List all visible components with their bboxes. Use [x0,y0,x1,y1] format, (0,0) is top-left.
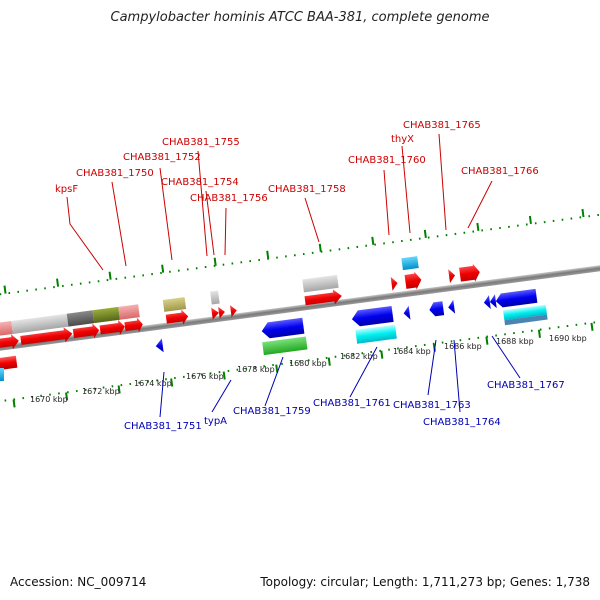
gene-arrow-reverse[interactable] [489,294,497,309]
gene-arrow[interactable] [459,263,481,283]
gene-label[interactable]: CHAB381_1760 [348,155,426,166]
gene-block-pink[interactable] [0,321,13,340]
bottom-leader-lines [159,335,521,418]
gene-block-gray-wide[interactable] [302,274,339,293]
gene-block-salmon[interactable] [118,304,140,320]
gene-label[interactable]: thyX [391,134,414,145]
gene-label[interactable]: CHAB381_1766 [461,166,539,177]
gene-label[interactable]: CHAB381_1759 [233,406,311,417]
gene-label[interactable]: typA [204,416,227,427]
scale-label: 1682 kbp [340,352,378,361]
scale-label: 1674 kbp [134,379,172,388]
gene-arrow-reverse[interactable] [428,301,445,317]
gene-arrow[interactable] [404,271,422,291]
scale-label: 1688 kbp [496,337,534,346]
scale-label: 1676 kbp [186,372,224,381]
gene-block-green[interactable] [262,336,308,356]
gene-block-gray[interactable] [11,313,69,334]
gene-block-khaki[interactable] [162,297,187,312]
gene-block-dark[interactable] [66,310,95,327]
gene-block-gray-small[interactable] [210,290,220,305]
gene-label[interactable]: CHAB381_1750 [76,168,154,179]
gene-arrow[interactable] [230,304,238,318]
scale-label: 1672 kbp [82,387,120,396]
reverse-tick-row [0,301,600,420]
gene-arrow-reverse[interactable] [0,355,18,374]
scale-labels: 1670 kbp 1672 kbp 1674 kbp 1676 kbp 1678… [30,334,587,404]
top-leader-lines [66,133,493,271]
gene-label[interactable]: CHAB381_1761 [313,398,391,409]
bottom-gene-labels[interactable]: CHAB381_1751 typA CHAB381_1759 CHAB381_1… [124,380,565,432]
gene-arrow[interactable] [0,333,20,354]
gene-label[interactable]: CHAB381_1758 [268,184,346,195]
accession-text: Accession: NC_009714 [10,575,147,589]
scale-label: 1686 kbp [444,342,482,351]
top-gene-labels[interactable]: kpsF CHAB381_1750 CHAB381_1752 CHAB381_1… [55,120,539,204]
gene-label[interactable]: CHAB381_1751 [124,421,202,432]
scale-label: 1684 kbp [393,347,431,356]
gene-label[interactable]: CHAB381_1756 [190,193,268,204]
gene-arrow[interactable] [390,276,399,291]
gene-label[interactable]: CHAB381_1755 [162,137,240,148]
forward-genes[interactable] [0,248,482,354]
scale-label: 1678 kbp [237,365,275,374]
gene-block-sky[interactable] [401,256,419,271]
gene-block-steel[interactable] [504,314,548,326]
scale-label: 1670 kbp [30,395,68,404]
gene-arrow[interactable] [211,307,220,320]
gene-block-cyan-small[interactable] [503,304,548,321]
gene-arrow-reverse[interactable] [495,288,538,308]
gene-block-olive[interactable] [92,306,120,324]
gene-arrow[interactable] [448,268,456,284]
gene-arrow[interactable] [20,326,74,348]
gene-label[interactable]: CHAB381_1763 [393,400,471,411]
forward-tick-row [0,196,600,315]
gene-label[interactable]: CHAB381_1764 [423,417,501,428]
gene-arrow-reverse[interactable] [483,295,491,310]
gene-label[interactable]: CHAB381_1765 [403,120,481,131]
gene-label[interactable]: CHAB381_1767 [487,380,565,391]
gene-label[interactable]: CHAB381_1752 [123,152,201,163]
gene-arrow[interactable] [72,323,100,341]
gene-arrow-reverse[interactable] [155,338,164,353]
gene-arrow[interactable] [99,319,126,337]
gene-arrow-reverse[interactable] [261,317,305,339]
genome-axis [0,247,600,369]
scale-label: 1690 kbp [549,334,587,343]
reverse-genes[interactable] [0,286,548,395]
gene-arrow[interactable] [218,306,226,319]
gene-arrow-reverse[interactable] [403,305,411,321]
gene-block-edge[interactable] [0,368,4,381]
genome-band [0,196,600,420]
gene-block-cyan[interactable] [355,324,397,344]
gene-label[interactable]: CHAB381_1754 [161,177,239,188]
gene-label[interactable]: kpsF [55,184,78,195]
gene-arrow[interactable] [124,317,144,334]
scale-label: 1680 kbp [289,359,327,368]
gene-arrow-reverse[interactable] [351,305,394,327]
gene-arrow[interactable] [304,288,343,308]
gene-arrow-reverse[interactable] [447,299,456,315]
gene-arrow[interactable] [165,309,189,327]
genome-info-text: Topology: circular; Length: 1,711,273 bp… [260,575,590,589]
genome-title: Campylobacter hominis ATCC BAA-381, comp… [110,10,490,25]
